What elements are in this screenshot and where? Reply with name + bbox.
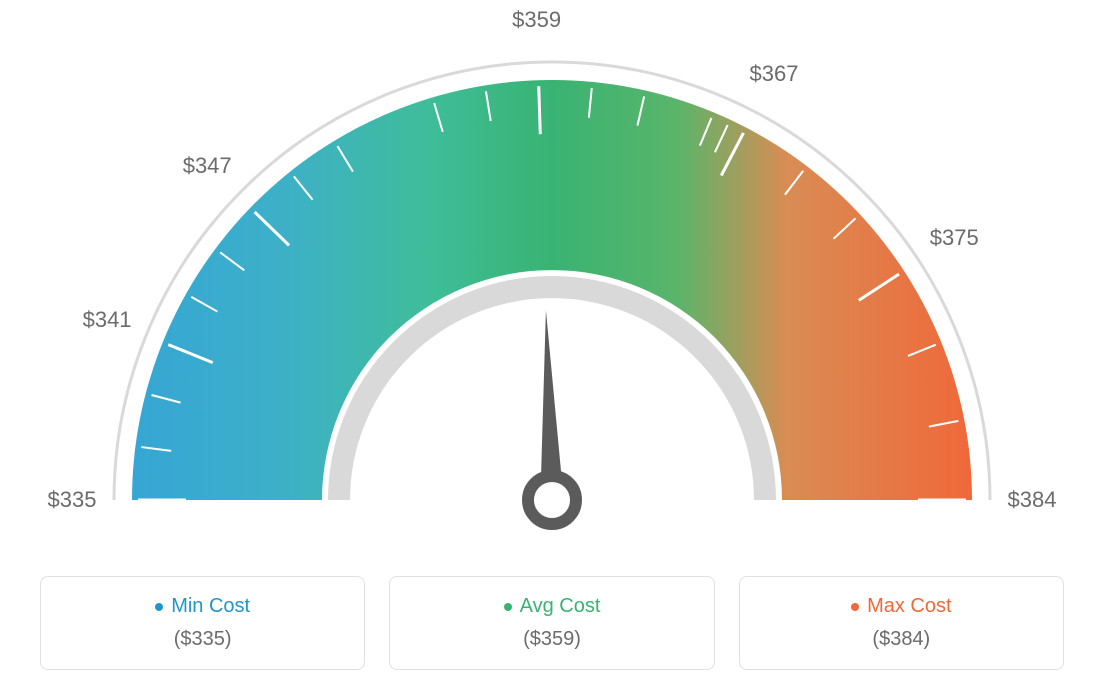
legend-card-avg: Avg Cost ($359) [389, 576, 714, 670]
legend-dot-min [155, 603, 163, 611]
legend-value-avg: ($359) [523, 628, 581, 651]
legend-value-max: ($384) [872, 628, 930, 651]
legend-dot-avg [504, 603, 512, 611]
legend-row: Min Cost ($335) Avg Cost ($359) Max Cost… [40, 576, 1064, 670]
gauge-tick-label: $347 [183, 153, 232, 179]
gauge-tick-label: $367 [750, 61, 799, 87]
legend-dot-max [851, 603, 859, 611]
gauge-tick-label: $335 [48, 487, 97, 513]
gauge-tick-label: $375 [930, 225, 979, 251]
legend-title-min: Min Cost [171, 595, 250, 618]
legend-title-row: Max Cost [851, 595, 951, 618]
legend-card-max: Max Cost ($384) [739, 576, 1064, 670]
gauge-tick-label: $359 [512, 7, 561, 33]
legend-card-min: Min Cost ($335) [40, 576, 365, 670]
legend-value-min: ($335) [174, 628, 232, 651]
gauge-tick-label: $384 [1008, 487, 1057, 513]
legend-title-avg: Avg Cost [520, 595, 601, 618]
legend-title-row: Avg Cost [504, 595, 601, 618]
gauge-svg [0, 0, 1104, 560]
cost-gauge: $335 $341 $347 $359 $367 $375 $384 [0, 0, 1104, 560]
gauge-tick-label: $341 [83, 307, 132, 333]
legend-title-max: Max Cost [867, 595, 951, 618]
legend-title-row: Min Cost [155, 595, 250, 618]
